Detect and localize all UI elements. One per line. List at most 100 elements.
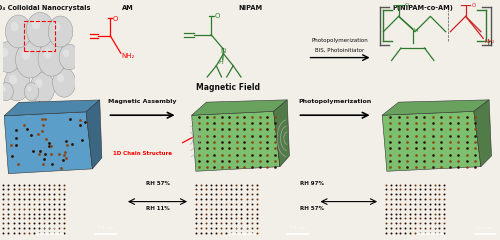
Point (454, 146, 462, 150)
Text: RH 97%: RH 97% (300, 181, 324, 186)
Circle shape (52, 68, 76, 97)
Point (426, 207, 434, 211)
Point (426, 197, 434, 201)
Point (14, 216, 22, 220)
Point (50, 202, 58, 206)
Point (197, 212, 205, 216)
Point (421, 197, 429, 201)
Point (40, 212, 48, 216)
Point (60, 226, 68, 230)
Point (248, 140, 256, 144)
Point (40, 202, 48, 206)
Point (195, 134, 203, 138)
Point (30, 226, 38, 230)
Point (430, 192, 438, 196)
Text: NIPAM: NIPAM (238, 5, 262, 11)
Point (42, 137, 50, 141)
Point (386, 115, 394, 119)
Point (202, 212, 210, 216)
Point (386, 212, 394, 216)
Text: O: O (404, 3, 409, 8)
Point (222, 192, 230, 196)
Point (401, 226, 409, 230)
Point (248, 153, 256, 157)
Point (55, 216, 63, 220)
Point (217, 221, 225, 225)
Point (416, 192, 424, 196)
Point (404, 146, 411, 150)
Point (20, 207, 28, 211)
Point (39, 162, 47, 166)
Point (14, 197, 22, 201)
Point (228, 216, 235, 220)
Point (426, 212, 434, 216)
Point (50, 212, 58, 216)
Point (392, 226, 400, 230)
Point (382, 207, 390, 211)
Point (436, 212, 444, 216)
Point (446, 159, 454, 163)
Point (386, 197, 394, 201)
Point (0, 216, 8, 220)
Point (395, 146, 403, 150)
Point (382, 187, 390, 191)
Point (430, 221, 438, 225)
Point (232, 221, 240, 225)
Text: n: n (488, 40, 492, 46)
Point (454, 127, 462, 131)
Text: N: N (221, 48, 226, 54)
Point (46, 152, 54, 156)
Point (195, 127, 203, 131)
Point (197, 197, 205, 201)
Point (226, 153, 234, 157)
Point (202, 115, 210, 119)
Point (20, 202, 28, 206)
Point (263, 134, 271, 138)
Point (14, 231, 22, 235)
Point (202, 231, 210, 235)
Polygon shape (274, 100, 289, 167)
Point (421, 192, 429, 196)
Point (416, 197, 424, 201)
Point (35, 226, 43, 230)
Point (428, 134, 436, 138)
Point (252, 226, 260, 230)
Point (471, 140, 479, 144)
Point (440, 207, 448, 211)
Point (430, 183, 438, 186)
Point (386, 159, 394, 163)
Point (420, 146, 428, 150)
Point (263, 166, 271, 169)
Point (411, 183, 419, 186)
Point (60, 183, 68, 186)
Point (401, 187, 409, 191)
Point (0, 221, 8, 225)
Point (10, 207, 18, 211)
Point (395, 159, 403, 163)
Point (195, 159, 203, 163)
Text: O: O (112, 16, 118, 22)
Point (436, 192, 444, 196)
Point (440, 202, 448, 206)
Point (207, 231, 215, 235)
Point (207, 216, 215, 220)
Point (416, 221, 424, 225)
Point (426, 183, 434, 186)
Point (454, 159, 462, 163)
Point (217, 207, 225, 211)
Point (238, 231, 246, 235)
Point (238, 192, 246, 196)
Point (396, 187, 404, 191)
Point (30, 197, 38, 201)
Point (202, 197, 210, 201)
Point (207, 187, 215, 191)
Text: RH 57%: RH 57% (146, 181, 170, 186)
Point (24, 212, 32, 216)
Point (401, 231, 409, 235)
Point (411, 221, 419, 225)
Point (40, 216, 48, 220)
Point (396, 226, 404, 230)
Text: AM: AM (122, 5, 134, 11)
Point (212, 197, 220, 201)
Point (401, 207, 409, 211)
